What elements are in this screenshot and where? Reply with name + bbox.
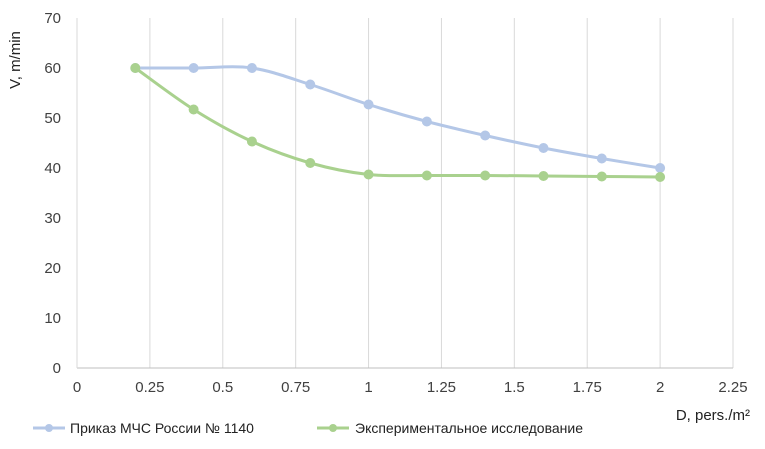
x-tick-labels: 0 0.25 0.5 0.75 1 1.25 1.5 1.75 2 2.25 bbox=[73, 379, 748, 396]
series-group bbox=[130, 63, 666, 182]
legend-item-0: Приказ МЧС России № 1140 bbox=[33, 420, 254, 436]
grid bbox=[149, 18, 734, 368]
series-1-point bbox=[596, 171, 607, 182]
series-1-point bbox=[188, 104, 199, 115]
y-tick-label: 0 bbox=[53, 360, 61, 377]
y-axis-title: V, m/min bbox=[7, 31, 24, 89]
series-1-point bbox=[421, 170, 432, 181]
y-tick-label: 70 bbox=[44, 10, 61, 27]
series-0 bbox=[130, 63, 666, 173]
series-1-point bbox=[363, 169, 374, 180]
axes bbox=[76, 18, 733, 369]
series-1-point bbox=[655, 172, 666, 182]
x-tick-label: 0 bbox=[73, 379, 81, 396]
x-tick-label: 0.75 bbox=[281, 379, 310, 396]
y-tick-label: 10 bbox=[44, 310, 61, 327]
series-1-point bbox=[480, 170, 491, 181]
series-0-point bbox=[480, 130, 491, 141]
y-tick-labels: 0 10 20 30 40 50 60 70 bbox=[44, 10, 61, 377]
x-tick-label: 1 bbox=[364, 379, 372, 396]
legend-0-label: Приказ МЧС России № 1140 bbox=[70, 420, 254, 436]
series-0-point bbox=[596, 153, 607, 164]
series-0-point bbox=[655, 163, 666, 173]
series-1-point bbox=[538, 171, 549, 181]
series-0-point bbox=[188, 63, 199, 73]
y-tick-label: 20 bbox=[44, 260, 61, 277]
x-tick-label: 0.5 bbox=[212, 379, 233, 396]
series-1 bbox=[130, 63, 666, 182]
legend-0-marker bbox=[45, 424, 53, 432]
x-tick-label: 2 bbox=[656, 379, 664, 396]
series-0-point bbox=[246, 63, 257, 73]
y-tick-label: 50 bbox=[44, 110, 61, 127]
x-tick-label: 1.75 bbox=[573, 379, 602, 396]
x-tick-label: 2.25 bbox=[718, 379, 747, 396]
legend-item-1: Экспериментальное исследование bbox=[317, 420, 583, 436]
y-tick-label: 30 bbox=[44, 210, 61, 227]
x-tick-label: 1.5 bbox=[504, 379, 525, 396]
y-tick-label: 40 bbox=[44, 160, 61, 177]
series-0-point bbox=[538, 143, 549, 153]
legend-1-label: Экспериментальное исследование bbox=[355, 420, 583, 436]
series-1-line bbox=[133, 66, 662, 179]
series-0-point bbox=[421, 116, 432, 127]
series-0-point bbox=[305, 79, 316, 90]
series-0-point bbox=[363, 99, 374, 110]
series-0-line bbox=[133, 65, 662, 170]
y-tick-label: 60 bbox=[44, 60, 61, 77]
legend-1-marker bbox=[329, 424, 337, 432]
legend: Приказ МЧС России № 1140 Экспериментальн… bbox=[33, 420, 583, 436]
series-1-point bbox=[305, 158, 316, 168]
series-1-point bbox=[130, 63, 141, 73]
x-axis-title: D, pers./m² bbox=[676, 407, 750, 424]
series-1-point bbox=[246, 136, 257, 147]
x-tick-label: 1.25 bbox=[427, 379, 456, 396]
x-tick-label: 0.25 bbox=[135, 379, 164, 396]
